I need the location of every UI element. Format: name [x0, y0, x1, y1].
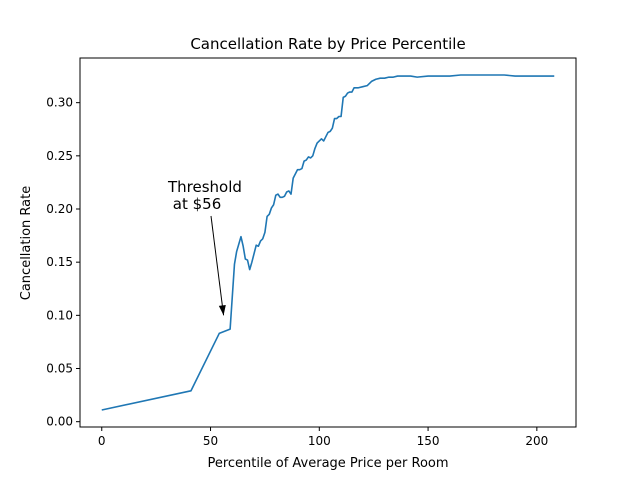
- y-tick-label: 0.00: [46, 415, 73, 429]
- annotation-line: at $56: [168, 195, 221, 213]
- y-tick-label: 0.15: [46, 255, 73, 269]
- y-axis-ticks: 0.00 0.05 0.10 0.15 0.20 0.25 0.30: [46, 96, 80, 429]
- plot-frame: [79, 57, 577, 428]
- series-line: [101, 74, 555, 411]
- x-axis-label: Percentile of Average Price per Room: [207, 456, 448, 471]
- annotation-arrow-line: [210, 215, 225, 316]
- y-tick-label: 0.30: [46, 96, 73, 110]
- y-axis-label: Cancellation Rate: [19, 186, 34, 300]
- y-tick-label: 0.20: [46, 202, 73, 216]
- x-tick-label: 200: [525, 434, 548, 448]
- chart-title: Cancellation Rate by Price Percentile: [190, 35, 465, 53]
- x-tick-label: 50: [203, 434, 218, 448]
- annotation-layer: Threshold at $56: [167, 178, 242, 316]
- x-tick-label: 0: [98, 434, 106, 448]
- plot-area: [101, 74, 555, 411]
- annotation-text: Threshold at $56: [167, 178, 242, 213]
- annotation-arrow-head: [218, 304, 226, 316]
- x-axis-ticks: 0 50 100 150 200: [98, 427, 548, 448]
- y-tick-label: 0.10: [46, 308, 73, 322]
- x-tick-label: 150: [417, 434, 440, 448]
- y-tick-label: 0.05: [46, 362, 73, 376]
- annotation-line: Threshold: [167, 178, 242, 196]
- y-tick-label: 0.25: [46, 149, 73, 163]
- x-tick-label: 100: [308, 434, 331, 448]
